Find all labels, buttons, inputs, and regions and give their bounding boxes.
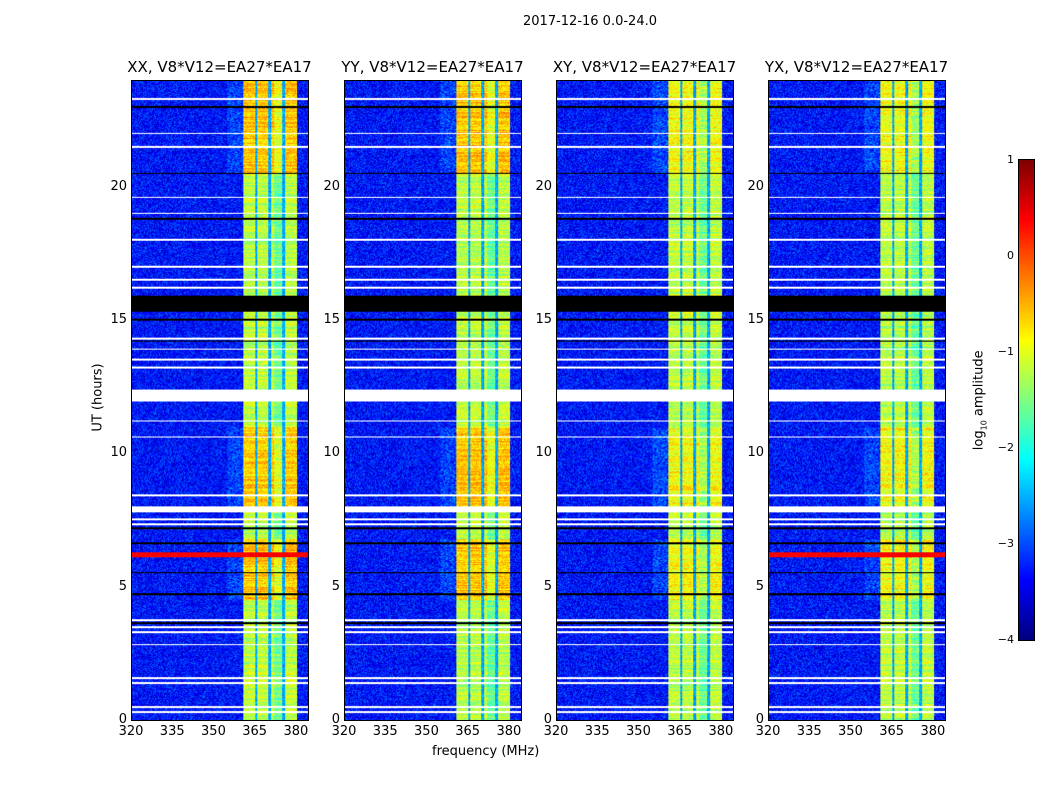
panel-title: YY, V8*V12=EA27*EA17 <box>341 58 524 76</box>
y-tick-label: 20 <box>323 178 340 194</box>
colorbar-tick-label: −3 <box>997 537 1014 550</box>
spectrogram-image <box>345 81 521 720</box>
x-tick-label: 335 <box>796 724 822 739</box>
y-tick-label: 5 <box>118 578 127 594</box>
x-tick-label: 335 <box>372 724 398 739</box>
spectrogram-panel <box>556 80 734 721</box>
y-tick-label: 15 <box>747 312 764 327</box>
y-tick-label: 5 <box>543 578 552 594</box>
colorbar-gradient <box>1019 160 1034 640</box>
spectrogram-image <box>769 81 945 720</box>
y-tick-label: 0 <box>331 712 340 727</box>
y-axis-label: UT (hours) <box>90 363 106 432</box>
x-tick-label: 380 <box>496 724 522 739</box>
y-tick-label: 5 <box>755 578 764 594</box>
colorbar <box>1018 159 1035 641</box>
x-tick-label: 365 <box>242 724 268 739</box>
spectrogram-panel <box>768 80 946 721</box>
y-tick-label: 20 <box>110 178 127 194</box>
spectrogram-image <box>557 81 733 720</box>
x-tick-label: 320 <box>331 724 357 739</box>
colorbar-tick-label: −4 <box>997 633 1014 646</box>
colorbar-tick-label: 0 <box>1007 249 1014 262</box>
x-tick-label: 365 <box>879 724 905 739</box>
x-tick-label: 320 <box>118 724 144 739</box>
x-tick-label: 350 <box>838 724 863 739</box>
y-tick-label: 10 <box>110 445 127 461</box>
colorbar-tick-label: 1 <box>1007 153 1014 166</box>
colorbar-label: log10 amplitude <box>971 350 989 451</box>
y-tick-label: 0 <box>543 712 552 727</box>
x-tick-label: 320 <box>543 724 569 739</box>
y-tick-label: 15 <box>535 312 552 327</box>
spectrogram-panel <box>131 80 309 721</box>
y-tick-label: 10 <box>323 445 340 461</box>
y-tick-label: 15 <box>110 312 127 327</box>
panel-title: XY, V8*V12=EA27*EA17 <box>552 58 737 76</box>
x-tick-label: 365 <box>667 724 693 739</box>
x-tick-label: 380 <box>283 724 309 739</box>
x-tick-label: 335 <box>159 724 185 739</box>
x-tick-label: 320 <box>755 724 781 739</box>
x-tick-label: 380 <box>920 724 946 739</box>
y-tick-label: 10 <box>747 445 764 461</box>
spectrogram-panel <box>344 80 522 721</box>
x-tick-label: 380 <box>708 724 734 739</box>
colorbar-tick-label: −2 <box>997 441 1014 454</box>
figure-title: 2017-12-16 0.0-24.0 <box>523 14 657 29</box>
x-tick-label: 350 <box>626 724 651 739</box>
y-tick-label: 5 <box>331 578 340 594</box>
panel-title: YX, V8*V12=EA27*EA17 <box>764 58 949 76</box>
colorbar-tick-label: −1 <box>997 345 1014 358</box>
y-tick-label: 10 <box>535 445 552 461</box>
x-tick-label: 365 <box>455 724 481 739</box>
spectrogram-image <box>132 81 308 720</box>
x-axis-label: frequency (MHz) <box>432 744 540 759</box>
x-tick-label: 350 <box>201 724 226 739</box>
x-tick-label: 335 <box>584 724 610 739</box>
y-tick-label: 20 <box>535 178 552 194</box>
y-tick-label: 0 <box>118 712 127 727</box>
y-tick-label: 0 <box>755 712 764 727</box>
y-tick-label: 20 <box>747 178 764 194</box>
x-tick-label: 350 <box>414 724 439 739</box>
panel-title: XX, V8*V12=EA27*EA17 <box>127 58 312 76</box>
y-tick-label: 15 <box>323 312 340 327</box>
